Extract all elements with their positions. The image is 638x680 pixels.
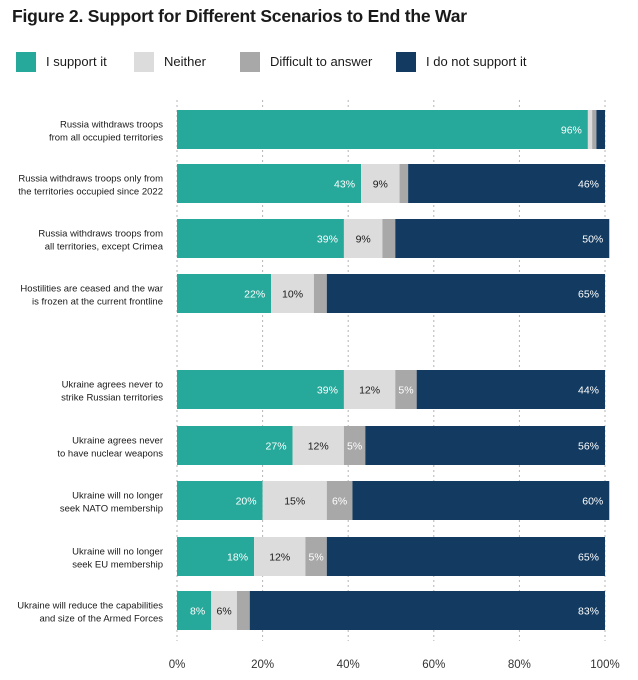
category-label: seek EU membership — [72, 560, 163, 571]
legend-label-not-support: I do not support it — [426, 54, 527, 69]
x-tick-label: 20% — [251, 659, 274, 671]
bar-segment — [587, 110, 593, 149]
bar-segment — [399, 164, 409, 203]
data-label: 15% — [284, 496, 305, 508]
data-label: 9% — [356, 234, 371, 246]
category-label: Hostilities are ceased and the war — [20, 284, 163, 295]
bar-segment — [177, 591, 212, 630]
data-label: 12% — [308, 441, 329, 453]
data-label: 20% — [236, 496, 257, 508]
bar-segment — [305, 537, 327, 576]
category-label: is frozen at the current frontline — [32, 297, 163, 308]
category-label: Ukraine will reduce the capabilities — [17, 601, 163, 612]
category-label: seek NATO membership — [60, 504, 163, 515]
bar-segment — [592, 110, 597, 149]
x-tick-label: 0% — [169, 659, 186, 671]
category-label: Russia withdraws troops from — [38, 229, 163, 240]
data-label: 60% — [582, 496, 603, 508]
bar-segment — [382, 219, 396, 258]
bar-segment — [236, 591, 250, 630]
data-label: 22% — [244, 289, 265, 301]
bar-segment — [177, 219, 344, 258]
bar-segment — [343, 426, 366, 465]
data-label: 5% — [398, 385, 413, 397]
bar-segment — [365, 426, 605, 465]
category-label: Ukraine agrees never to — [62, 380, 163, 391]
bar-segment — [292, 426, 344, 465]
x-tick-label: 80% — [508, 659, 531, 671]
legend-label-difficult: Difficult to answer — [270, 54, 373, 69]
data-label: 18% — [227, 552, 248, 564]
bar-segment — [177, 370, 344, 409]
bar-segment — [177, 537, 255, 576]
bar-segment — [596, 110, 605, 149]
bar-segment — [262, 481, 327, 520]
bar-segment — [395, 370, 417, 409]
bar-segment — [395, 219, 610, 258]
bar-segment — [177, 426, 293, 465]
category-label: to have nuclear weapons — [57, 449, 163, 460]
x-tick-label: 60% — [422, 659, 445, 671]
legend-label-neither: Neither — [164, 54, 206, 69]
data-label: 12% — [269, 552, 290, 564]
bar-segment — [313, 274, 327, 313]
bar-segment — [343, 219, 383, 258]
bar-segment — [408, 164, 605, 203]
bar-segment — [326, 537, 605, 576]
data-label: 27% — [266, 441, 287, 453]
data-label: 39% — [317, 385, 338, 397]
legend-swatch-neither — [134, 52, 154, 72]
data-label: 6% — [216, 606, 231, 618]
category-label: Ukraine agrees never — [72, 436, 163, 447]
legend-swatch-not-support — [396, 52, 416, 72]
x-tick-label: 100% — [590, 659, 619, 671]
bar-segment — [361, 164, 400, 203]
data-label: 5% — [309, 552, 324, 564]
data-label: 46% — [578, 179, 599, 191]
category-label: Russia withdraws troops — [60, 120, 163, 131]
data-label: 96% — [561, 125, 582, 137]
data-label: 65% — [578, 289, 599, 301]
category-label: strike Russian territories — [61, 393, 163, 404]
bar-segment — [416, 370, 605, 409]
data-label: 44% — [578, 385, 599, 397]
bar-segment — [177, 481, 263, 520]
legend-swatch-support — [16, 52, 36, 72]
bar-segment — [326, 481, 353, 520]
data-label: 43% — [334, 179, 355, 191]
category-label: Ukraine will no longer — [72, 547, 163, 558]
chart-title: Figure 2. Support for Different Scenario… — [12, 6, 467, 26]
data-label: 50% — [582, 234, 603, 246]
bar-segment — [177, 164, 362, 203]
data-label: 39% — [317, 234, 338, 246]
data-label: 5% — [347, 441, 362, 453]
bar-segment — [326, 274, 605, 313]
category-label: all territories, except Crimea — [45, 242, 164, 253]
data-label: 56% — [578, 441, 599, 453]
bar-segment — [177, 274, 272, 313]
data-label: 8% — [190, 606, 205, 618]
bar-segment — [343, 370, 396, 409]
category-label: Ukraine will no longer — [72, 491, 163, 502]
category-label: and size of the Armed Forces — [39, 614, 163, 625]
bar-segment — [249, 591, 605, 630]
legend-swatch-difficult — [240, 52, 260, 72]
x-tick-label: 40% — [337, 659, 360, 671]
bar-segment — [352, 481, 610, 520]
data-label: 10% — [282, 289, 303, 301]
legend-label-support: I support it — [46, 54, 107, 69]
bar-segment — [271, 274, 314, 313]
data-label: 12% — [359, 385, 380, 397]
data-label: 6% — [332, 496, 347, 508]
bar-segment — [211, 591, 237, 630]
category-label: the territories occupied since 2022 — [18, 187, 163, 198]
bar-segment — [177, 110, 588, 149]
category-label: Russia withdraws troops only from — [18, 174, 163, 185]
data-label: 9% — [373, 179, 388, 191]
category-label: from all occupied territories — [49, 133, 163, 144]
bar-segment — [254, 537, 306, 576]
data-label: 65% — [578, 552, 599, 564]
data-label: 83% — [578, 606, 599, 618]
